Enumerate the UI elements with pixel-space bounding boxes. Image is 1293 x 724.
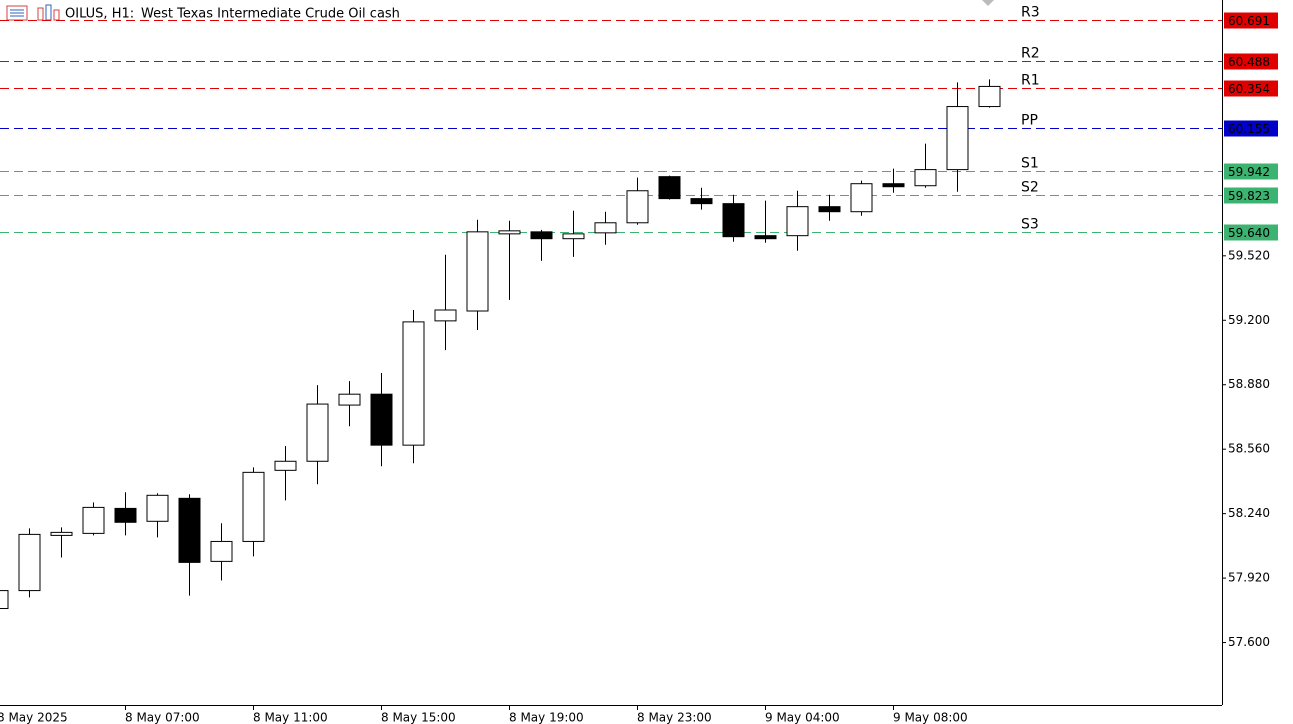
candle-body bbox=[658, 176, 681, 200]
x-tick-label: 8 May 15:00 bbox=[381, 711, 456, 724]
x-tick-label: 9 May 08:00 bbox=[893, 711, 968, 724]
candle-body bbox=[562, 233, 585, 240]
price-label-box bbox=[1224, 80, 1278, 97]
x-tick-label: 9 May 04:00 bbox=[765, 711, 840, 724]
chart-title: West Texas Intermediate Crude Oil cash bbox=[141, 7, 400, 22]
candle-body bbox=[210, 540, 233, 562]
icon bbox=[53, 9, 60, 21]
candle-body bbox=[82, 506, 105, 534]
x-tick-label: 8 May 23:00 bbox=[637, 711, 712, 724]
price-label-box bbox=[1224, 12, 1278, 29]
pivot-name: S2 bbox=[1021, 180, 1039, 196]
y-tick-label: 58.880 bbox=[1228, 377, 1270, 391]
shift-marker bbox=[982, 0, 994, 6]
candle-body bbox=[50, 531, 73, 536]
candle-body bbox=[0, 590, 9, 610]
price-label: 59.823 bbox=[1228, 189, 1270, 203]
price-label: 60.488 bbox=[1228, 55, 1270, 69]
candle-body bbox=[818, 206, 841, 213]
price-label: 60.691 bbox=[1228, 14, 1270, 28]
candle-body bbox=[530, 231, 553, 240]
x-tick-label: 8 May 07:00 bbox=[125, 711, 200, 724]
y-tick-label: 58.240 bbox=[1228, 506, 1270, 520]
price-label-box bbox=[1224, 53, 1278, 70]
candle-body bbox=[114, 507, 137, 523]
candle-body bbox=[946, 106, 969, 171]
price-label: 60.354 bbox=[1228, 82, 1270, 96]
candle-body bbox=[626, 190, 649, 224]
x-tick-label: 8 May 11:00 bbox=[253, 711, 328, 724]
icon bbox=[37, 7, 44, 21]
price-label: 59.640 bbox=[1228, 226, 1270, 240]
price-label-box bbox=[1224, 187, 1278, 204]
candle-body bbox=[178, 497, 201, 563]
price-label-box bbox=[1224, 224, 1278, 241]
y-tick-label: 58.560 bbox=[1228, 442, 1270, 456]
candle-body bbox=[18, 533, 41, 592]
pivot-name: S1 bbox=[1021, 156, 1039, 172]
candle-body bbox=[594, 222, 617, 234]
candle-body bbox=[914, 169, 937, 187]
y-tick-label: 59.200 bbox=[1228, 313, 1270, 327]
y-tick-label: 57.920 bbox=[1228, 571, 1270, 585]
y-tick-label: 57.600 bbox=[1228, 635, 1270, 649]
pivot-name: R3 bbox=[1021, 5, 1040, 21]
candle-body bbox=[370, 393, 393, 446]
x-tick-label: 8 May 2025 bbox=[0, 711, 68, 724]
price-label-box bbox=[1224, 163, 1278, 180]
pivot-name: PP bbox=[1021, 113, 1038, 129]
candle-body bbox=[466, 231, 489, 312]
pivot-name: R1 bbox=[1021, 73, 1040, 89]
plot-area bbox=[0, 20, 1222, 610]
candle-body bbox=[690, 198, 713, 205]
candle-body bbox=[274, 460, 297, 471]
candle-body bbox=[338, 393, 361, 406]
candle-body bbox=[434, 309, 457, 322]
price-label-box bbox=[1224, 120, 1278, 137]
candle-body bbox=[850, 183, 873, 213]
candle-body bbox=[402, 321, 425, 446]
price-label: 60.155 bbox=[1228, 122, 1270, 136]
candle-body bbox=[498, 230, 521, 235]
icon bbox=[45, 4, 52, 21]
price-label: 59.942 bbox=[1228, 165, 1270, 179]
candle-body bbox=[722, 203, 745, 238]
candle-body bbox=[146, 494, 169, 522]
candle-body bbox=[306, 403, 329, 462]
x-tick-label: 8 May 19:00 bbox=[509, 711, 584, 724]
chart-symbol: OILUS, H1: bbox=[65, 7, 134, 22]
candle-body bbox=[978, 85, 1001, 108]
pivot-name: R2 bbox=[1021, 46, 1040, 62]
candle-body bbox=[786, 206, 809, 237]
candle-body bbox=[242, 471, 265, 542]
y-tick-label: 59.520 bbox=[1228, 248, 1270, 262]
candle-body bbox=[754, 235, 777, 240]
candle-body bbox=[882, 183, 905, 188]
pivot-name: S3 bbox=[1021, 217, 1039, 233]
